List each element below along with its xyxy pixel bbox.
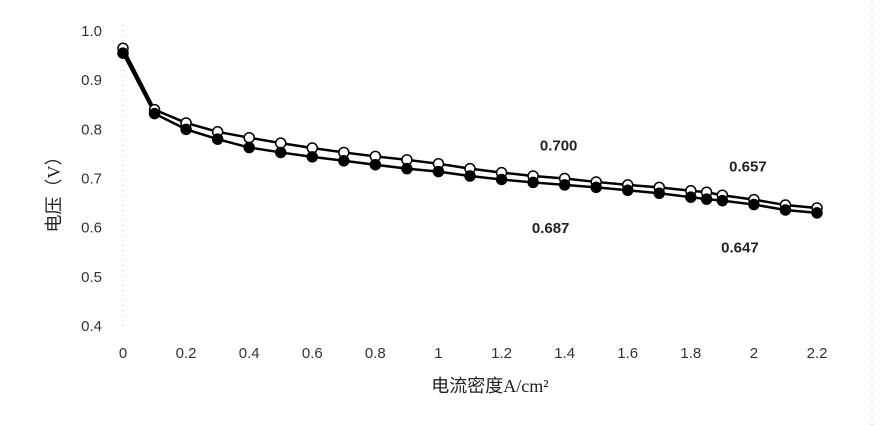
data-point-series-0 [276,138,286,148]
x-tick-label: 0.6 [302,345,323,362]
data-point-series-1 [812,208,822,218]
data-point-series-1 [118,48,128,58]
data-point-series-1 [213,134,223,144]
data-annotation: 0.700 [540,138,578,155]
data-point-series-1 [560,180,570,190]
x-tick-label: 0 [119,345,127,362]
x-tick-label: 1.2 [491,345,512,362]
y-tick-label: 0.8 [81,121,102,138]
y-tick-label: 0.9 [81,72,102,89]
data-point-series-1 [654,188,664,198]
x-tick-label: 2 [750,345,758,362]
data-point-series-0 [244,133,254,143]
y-tick-label: 0.6 [81,220,102,237]
series-line-0 [123,48,817,208]
x-tick-label: 1.4 [554,345,575,362]
x-tick-label: 0.8 [365,345,386,362]
data-point-series-1 [686,192,696,202]
data-point-series-1 [717,196,727,206]
y-tick-label: 1.0 [81,23,102,40]
data-point-series-1 [528,177,538,187]
data-point-series-1 [150,109,160,119]
data-annotation: 0.647 [721,240,759,257]
data-point-series-1 [749,200,759,210]
x-tick-label: 2.2 [807,345,828,362]
data-point-series-1 [465,171,475,181]
y-tick-label: 0.7 [81,171,102,188]
data-point-series-1 [433,167,443,177]
y-axis-label: 电压（V） [44,148,64,233]
y-tick-label: 0.4 [81,318,102,335]
x-tick-label: 1.6 [617,345,638,362]
data-point-series-1 [623,185,633,195]
data-annotation: 0.657 [729,159,767,176]
x-tick-label: 1.8 [680,345,701,362]
data-point-series-1 [402,164,412,174]
data-point-series-1 [339,156,349,166]
data-point-series-1 [181,124,191,134]
data-point-series-1 [244,143,254,153]
x-axis-label: 电流密度A/cm² [431,376,548,396]
data-point-series-1 [370,160,380,170]
data-point-series-1 [780,205,790,215]
x-tick-label: 1 [434,345,442,362]
chart: 0.4 0.5 0.6 0.7 0.8 0.9 1.0 0 0.2 0.4 0.6 0.8 1 1.2 1… [0,0,880,425]
y-tick-label: 0.5 [81,269,102,286]
data-point-series-1 [307,152,317,162]
data-annotation: 0.687 [532,220,570,237]
data-point-series-1 [276,147,286,157]
data-point-series-1 [497,174,507,184]
data-point-series-1 [702,194,712,204]
x-tick-label: 0.4 [239,345,260,362]
x-tick-label: 0.2 [176,345,197,362]
data-point-series-1 [591,182,601,192]
